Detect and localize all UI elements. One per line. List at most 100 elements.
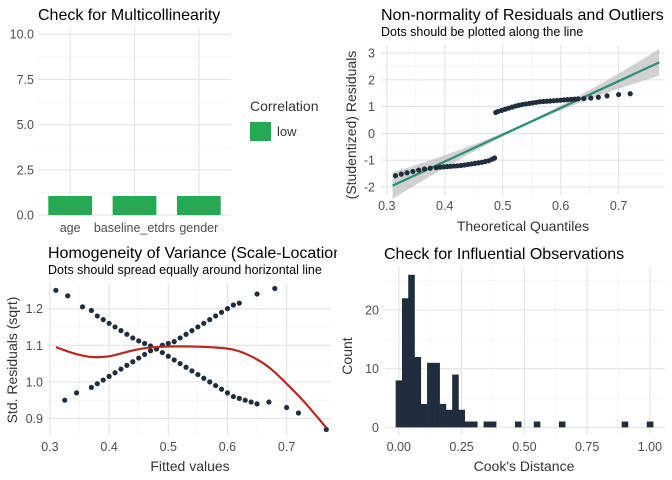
data-point — [177, 335, 183, 341]
data-point — [207, 379, 213, 385]
histogram-bar — [433, 362, 440, 428]
multicollinearity-y-ticks: 0.0 2.5 5.0 7.5 10.0 — [10, 28, 34, 223]
data-point — [323, 426, 329, 433]
homogeneity-x-label: Fitted values — [150, 458, 229, 474]
data-point — [124, 362, 130, 369]
data-point — [65, 293, 71, 299]
histogram-bar — [452, 374, 459, 428]
histogram-bar — [445, 409, 453, 428]
x-tick-label: 0.4 — [100, 440, 117, 454]
x-tick-label: 0.25 — [449, 440, 473, 454]
data-point — [165, 340, 171, 347]
y-tick-label: 20 — [365, 304, 379, 318]
normality-subtitle: Dots should be plotted along the line — [381, 25, 583, 39]
data-point — [588, 95, 594, 101]
data-point — [189, 368, 195, 374]
normality-grid — [381, 45, 665, 195]
data-point — [230, 393, 236, 400]
histogram-bar — [427, 362, 434, 428]
data-point — [213, 382, 219, 389]
data-point — [159, 349, 165, 356]
data-point — [94, 313, 100, 319]
x-tick-label: 0.7 — [278, 440, 295, 454]
histogram-bar — [439, 403, 447, 428]
y-tick-label: 1.0 — [26, 375, 43, 389]
y-tick-label: 0 — [368, 127, 375, 141]
histogram-bar — [558, 421, 566, 428]
histogram-bar — [395, 380, 403, 428]
data-point — [224, 306, 231, 312]
x-tick-label: 0.4 — [436, 199, 453, 213]
normality-x-ticks: 0.3 0.4 0.5 0.6 0.7 — [378, 199, 627, 213]
y-tick-label: 0 — [372, 421, 379, 435]
legend-label-low: low — [277, 124, 297, 139]
data-point — [171, 357, 177, 363]
histogram-bar — [458, 409, 466, 428]
histogram-bar — [471, 421, 478, 428]
homogeneity-smooth-line — [55, 345, 328, 429]
histogram-bar — [483, 421, 491, 428]
data-point — [100, 377, 106, 383]
normality-x-label: Theoretical Quantiles — [457, 218, 589, 234]
data-point — [410, 168, 416, 175]
data-point — [616, 91, 622, 98]
data-point — [147, 348, 154, 354]
data-point — [218, 309, 225, 315]
normality-title: Non-normality of Residuals and Outliers — [381, 7, 664, 24]
y-tick-label: 5.0 — [17, 118, 34, 132]
data-point — [142, 351, 148, 358]
data-point — [112, 324, 118, 330]
data-point — [130, 335, 136, 341]
y-tick-label: 2.5 — [17, 163, 34, 177]
data-point — [581, 95, 587, 102]
data-point — [604, 93, 610, 99]
data-point — [88, 384, 94, 390]
multicollinearity-panel: Check for Multicollinearity 0.0 2.5 5.0 7.5… — [10, 7, 319, 235]
data-point — [62, 397, 68, 403]
influence-x-ticks: 0.00 0.25 0.50 0.75 1.00 — [387, 440, 662, 454]
histogram-bar — [514, 421, 522, 428]
normality-panel: Non-normality of Residuals and Outliers … — [343, 7, 665, 234]
bar-age — [48, 196, 93, 215]
data-point — [106, 373, 112, 379]
x-tick-label: 0.5 — [160, 440, 177, 454]
data-point — [183, 364, 189, 370]
histogram-bar — [489, 421, 497, 428]
data-point — [492, 155, 498, 161]
x-tick-label: 0.5 — [494, 199, 511, 213]
data-point — [112, 370, 118, 376]
histogram-bar — [414, 356, 422, 428]
data-point — [106, 320, 112, 326]
histogram-bar — [621, 421, 629, 428]
influence-x-label: Cook's Distance — [474, 458, 575, 474]
normality-points — [392, 91, 633, 179]
histogram-bar — [464, 421, 472, 428]
data-point — [416, 167, 422, 173]
histogram-bar — [420, 403, 428, 428]
multicollinearity-grid — [38, 27, 231, 216]
homogeneity-subtitle: Dots should spread equally around horizo… — [48, 263, 322, 277]
data-point — [195, 371, 201, 378]
data-point — [53, 287, 59, 293]
data-point — [254, 291, 260, 297]
data-point — [295, 410, 302, 416]
data-point — [124, 331, 130, 337]
y-tick-label: -2 — [364, 180, 375, 194]
histogram-bar — [408, 274, 415, 428]
multicollinearity-x-ticks: age baseline_etdrs gender — [60, 221, 219, 235]
data-point — [224, 390, 231, 396]
data-point — [236, 395, 242, 401]
data-point — [236, 300, 242, 306]
data-point — [118, 328, 124, 334]
data-point — [595, 94, 601, 100]
data-point — [88, 307, 94, 314]
data-point — [207, 317, 213, 323]
normality-y-label: (Studentized) Residuals — [343, 51, 359, 200]
y-tick-label: 1.1 — [26, 339, 43, 353]
data-point — [248, 399, 254, 405]
influence-y-label: Count — [339, 337, 355, 374]
data-point — [230, 302, 236, 308]
y-tick-label: 1.2 — [26, 302, 43, 316]
histogram-bar — [401, 298, 409, 428]
